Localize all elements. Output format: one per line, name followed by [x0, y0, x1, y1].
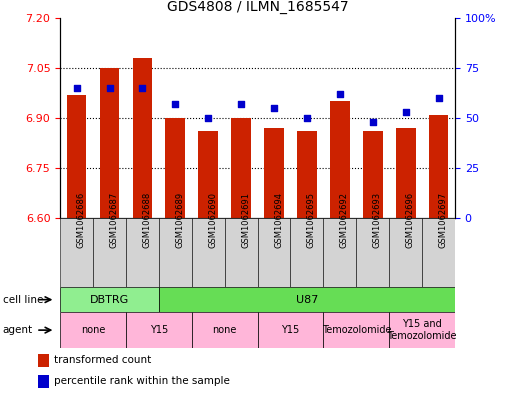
Text: GSM1062692: GSM1062692 [340, 192, 349, 248]
Text: none: none [81, 325, 105, 335]
Text: GSM1062694: GSM1062694 [274, 192, 283, 248]
Text: U87: U87 [295, 295, 318, 305]
Text: transformed count: transformed count [54, 355, 152, 365]
Point [171, 101, 179, 107]
Text: Y15 and
Temozolomide: Y15 and Temozolomide [388, 320, 457, 341]
Text: cell line: cell line [3, 295, 43, 305]
Bar [389, 218, 422, 287]
Bar [429, 114, 448, 218]
Bar [159, 218, 192, 287]
Bar [323, 218, 356, 287]
Point [435, 95, 443, 101]
Bar [231, 118, 251, 218]
Point [303, 115, 311, 121]
Bar [264, 128, 284, 218]
Bar [67, 94, 86, 218]
Bar [126, 312, 192, 348]
Text: GSM1062697: GSM1062697 [439, 192, 448, 248]
Bar [297, 131, 317, 218]
Bar [165, 118, 185, 218]
Point [402, 109, 410, 115]
Text: Y15: Y15 [281, 325, 300, 335]
Bar [363, 131, 383, 218]
Bar [38, 375, 49, 387]
Bar [422, 218, 455, 287]
Text: GSM1062690: GSM1062690 [208, 192, 217, 248]
Bar [38, 354, 49, 367]
Text: GSM1062687: GSM1062687 [109, 192, 119, 248]
Text: GSM1062696: GSM1062696 [406, 192, 415, 248]
Bar [257, 218, 290, 287]
Bar [323, 312, 389, 348]
Bar [126, 218, 159, 287]
Point [105, 84, 113, 91]
Point [369, 119, 377, 125]
Text: DBTRG: DBTRG [90, 295, 129, 305]
Text: GSM1062686: GSM1062686 [76, 192, 86, 248]
Text: agent: agent [3, 325, 33, 335]
Bar [356, 218, 389, 287]
Point [336, 91, 344, 97]
Point [237, 101, 245, 107]
Text: GSM1062695: GSM1062695 [307, 192, 316, 248]
Title: GDS4808 / ILMN_1685547: GDS4808 / ILMN_1685547 [167, 0, 348, 14]
Bar [192, 312, 257, 348]
Bar [225, 218, 257, 287]
Text: GSM1062689: GSM1062689 [175, 192, 184, 248]
Point [138, 84, 146, 91]
Text: GSM1062688: GSM1062688 [142, 192, 152, 248]
Bar [60, 312, 126, 348]
Text: none: none [212, 325, 237, 335]
Bar [159, 287, 455, 312]
Text: percentile rank within the sample: percentile rank within the sample [54, 376, 230, 386]
Bar [290, 218, 323, 287]
Bar [198, 131, 218, 218]
Bar [389, 312, 455, 348]
Bar [60, 218, 93, 287]
Text: Y15: Y15 [150, 325, 168, 335]
Text: Temozolomide: Temozolomide [322, 325, 391, 335]
Bar [396, 128, 415, 218]
Point [72, 84, 81, 91]
Bar [132, 58, 152, 218]
Point [204, 115, 212, 121]
Bar [330, 101, 350, 218]
Bar [100, 68, 119, 218]
Text: GSM1062693: GSM1062693 [373, 192, 382, 248]
Bar [257, 312, 323, 348]
Bar [93, 218, 126, 287]
Point [270, 105, 278, 111]
Bar [60, 287, 159, 312]
Text: GSM1062691: GSM1062691 [241, 192, 250, 248]
Bar [192, 218, 225, 287]
